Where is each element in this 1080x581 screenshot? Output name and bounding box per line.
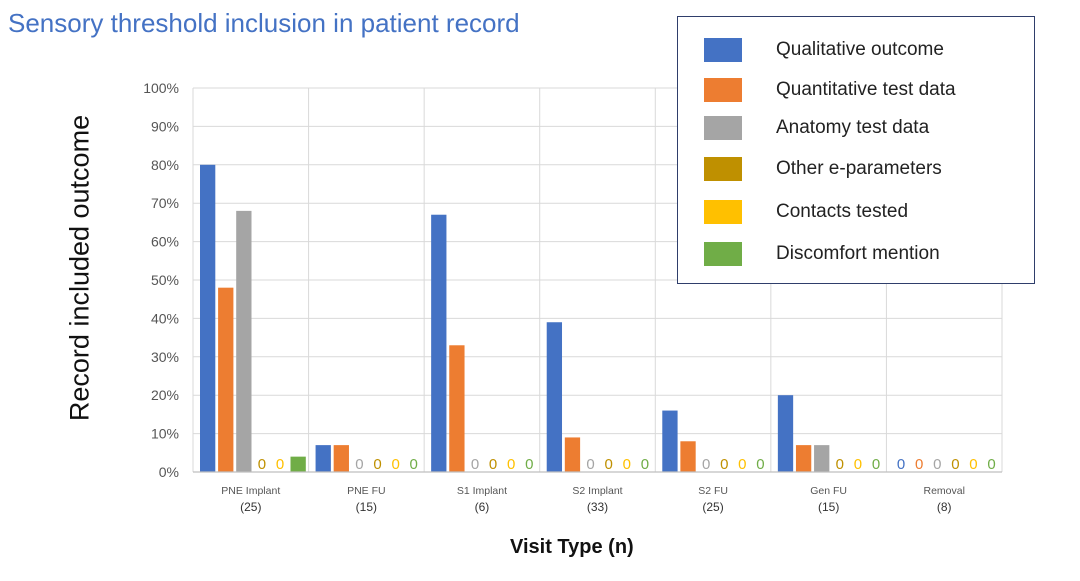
x-tick-count: (25) [702, 500, 723, 514]
legend-swatch-anatomy [704, 116, 742, 140]
bar-zero-label: 0 [641, 456, 649, 473]
bar-zero-label: 0 [373, 456, 381, 473]
y-tick-label: 90% [151, 118, 179, 134]
x-axis-title: Visit Type (n) [510, 536, 634, 558]
bar-zero-label: 0 [258, 456, 266, 473]
legend-swatch-other-e-parameters [704, 157, 742, 181]
legend-item-discomfort: Discomfort mention [704, 240, 940, 268]
y-tick-label: 30% [151, 349, 179, 365]
x-tick-count: (15) [818, 500, 839, 514]
y-tick-label: 50% [151, 272, 179, 288]
chart-title: Sensory threshold inclusion in patient r… [8, 8, 520, 38]
x-tick-label: Gen FU [810, 485, 847, 497]
bar-zero-label: 0 [897, 456, 905, 473]
legend: Qualitative outcome Quantitative test da… [677, 16, 1035, 284]
bar-zero-label: 0 [854, 456, 862, 473]
bar-zero-label: 0 [720, 456, 728, 473]
x-tick-count: (15) [356, 500, 377, 514]
x-tick-count: (8) [937, 500, 952, 514]
bar [662, 410, 678, 472]
y-tick-label: 100% [143, 80, 179, 96]
x-tick-count: (6) [475, 500, 490, 514]
legend-item-contacts-tested: Contacts tested [704, 198, 908, 226]
bar-zero-label: 0 [933, 456, 941, 473]
bar-zero-label: 0 [391, 456, 399, 473]
bar [564, 437, 581, 472]
legend-item-anatomy: Anatomy test data [704, 114, 929, 142]
bar [333, 445, 349, 472]
x-tick-label: PNE FU [347, 485, 386, 497]
bar-zero-label: 0 [623, 456, 631, 473]
legend-label-quantitative: Quantitative test data [776, 79, 956, 100]
bar [795, 445, 812, 472]
x-tick-label: S2 Implant [572, 485, 622, 497]
x-tick-label: PNE Implant [221, 485, 280, 497]
x-tick-label: S1 Implant [457, 485, 507, 497]
legend-label-discomfort: Discomfort mention [776, 243, 940, 264]
y-tick-label: 40% [151, 310, 179, 326]
bar-zero-label: 0 [738, 456, 746, 473]
bar [236, 210, 252, 472]
bar-zero-label: 0 [604, 456, 612, 473]
bar-zero-label: 0 [507, 456, 515, 473]
y-axis-title: Record included outcome [64, 114, 95, 422]
legend-label-qualitative: Qualitative outcome [776, 39, 944, 60]
x-tick-label: Removal [923, 485, 964, 497]
bar-zero-label: 0 [410, 456, 418, 473]
bar-zero-label: 0 [355, 456, 363, 473]
y-tick-label: 20% [151, 387, 179, 403]
bar [449, 345, 465, 472]
bar [290, 456, 306, 472]
bar [431, 214, 447, 472]
legend-swatch-quantitative [704, 78, 742, 102]
bar-zero-label: 0 [987, 456, 995, 473]
bar-zero-label: 0 [951, 456, 959, 473]
legend-label-other-e-parameters: Other e-parameters [776, 158, 942, 179]
legend-swatch-discomfort [704, 242, 742, 266]
bar-zero-label: 0 [586, 456, 594, 473]
bar-zero-label: 0 [756, 456, 764, 473]
x-tick-count: (25) [240, 500, 261, 514]
bar [777, 395, 794, 472]
legend-label-contacts-tested: Contacts tested [776, 201, 909, 222]
bar-zero-label: 0 [969, 456, 977, 473]
bar-zero-label: 0 [525, 456, 533, 473]
y-tick-label: 60% [151, 234, 179, 250]
bar-zero-label: 0 [915, 456, 923, 473]
legend-item-other-e-parameters: Other e-parameters [704, 155, 942, 183]
bar-zero-label: 0 [471, 456, 479, 473]
y-tick-label: 0% [159, 464, 179, 480]
bar [218, 287, 234, 472]
legend-swatch-qualitative [704, 38, 742, 62]
y-tick-label: 80% [151, 157, 179, 173]
x-tick-label: S2 FU [698, 485, 728, 497]
bar-zero-label: 0 [276, 456, 284, 473]
x-tick-count: (33) [587, 500, 608, 514]
bar-zero-label: 0 [489, 456, 497, 473]
y-tick-label: 70% [151, 195, 179, 211]
bar [814, 445, 830, 472]
bar-zero-label: 0 [872, 456, 880, 473]
legend-swatch-contacts-tested [704, 200, 742, 224]
bar [315, 445, 331, 472]
bar [546, 322, 563, 472]
bar-zero-label: 0 [702, 456, 710, 473]
legend-item-quantitative: Quantitative test data [704, 76, 956, 104]
legend-item-qualitative: Qualitative outcome [704, 36, 944, 64]
bar [680, 441, 696, 472]
y-tick-label: 10% [151, 426, 179, 442]
bar [200, 164, 216, 473]
bar-zero-label: 0 [836, 456, 844, 473]
legend-label-anatomy: Anatomy test data [776, 117, 930, 138]
